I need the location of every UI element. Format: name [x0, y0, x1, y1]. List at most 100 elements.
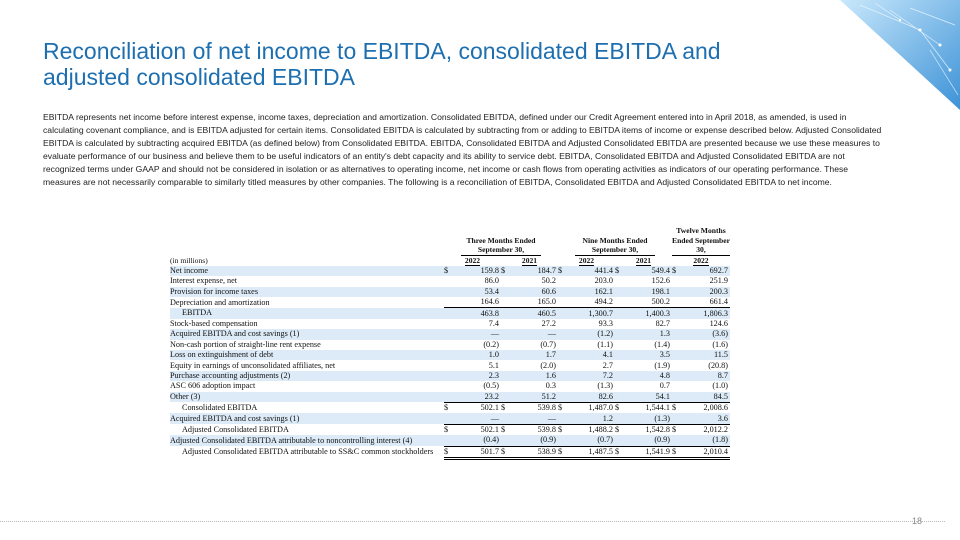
cell-value: — [455, 413, 501, 425]
cell-value: — [512, 329, 558, 340]
cell-value: 53.4 [455, 286, 501, 298]
period-header: Three Months Ended September 30, [461, 236, 541, 256]
cell-value: 1,542.8 [645, 424, 670, 434]
cell-value: 124.6 [709, 319, 728, 329]
row-label: ASC 606 adoption impact [170, 381, 256, 391]
table-row: Provision for income taxes 53.4 60.6 162.1 1… [170, 286, 730, 298]
cell-value: 1.3 [626, 329, 672, 340]
cell-value: (0.2) [483, 339, 499, 349]
cell-value: (0.4) [455, 435, 501, 447]
cell-spacer [672, 360, 683, 370]
cell-value: 539.8 [537, 424, 556, 434]
row-label: Consolidated EBITDA [182, 402, 258, 412]
title: Reconciliation of net income to EBITDA, … [43, 38, 721, 90]
cell-value: 501.7 [455, 446, 501, 460]
cell-value: 549.4 [626, 265, 672, 277]
row-label: Interest expense, net [170, 276, 238, 286]
cell-value: 5.1 [488, 360, 499, 370]
cell-spacer [672, 350, 684, 361]
cell-spacer [558, 435, 569, 447]
cell-value: 2,010.4 [683, 446, 730, 460]
cell-value: 82.6 [569, 391, 615, 403]
cell-spacer [672, 370, 684, 382]
currency-sign: $ [444, 403, 449, 413]
cell-spacer [615, 276, 626, 286]
cell-spacer [672, 307, 684, 319]
currency-sign: $ [672, 446, 684, 460]
currency-sign: $ [501, 424, 506, 434]
row-label: Net income [170, 265, 444, 277]
currency-sign: $ [444, 446, 455, 460]
currency-sign: $ [672, 403, 677, 413]
cell-spacer [558, 370, 569, 382]
row-label: Adjusted Consolidated EBITDA [182, 424, 289, 434]
cell-value: 1,300.7 [569, 307, 615, 319]
cell-spacer [615, 340, 626, 350]
cell-spacer [501, 370, 512, 382]
cell-spacer [615, 350, 626, 361]
cell-spacer [444, 319, 455, 329]
cell-spacer [501, 435, 512, 447]
table-row: Loss on extinguishment of debt 1.0 1.7 4.1 3… [170, 350, 730, 361]
cell-value: 251.9 [709, 276, 728, 286]
table-row: Interest expense, net 86.0 50.2 203.0 152.6 2… [170, 276, 730, 286]
table-row: ASC 606 adoption impact (0.5) 0.3 (1.3) 0.7 (… [170, 381, 730, 391]
cell-value: 4.1 [569, 350, 615, 361]
table-row: Consolidated EBITDA $502.1 $539.8 $1,487.0 $… [170, 402, 730, 413]
cell-value: 1,487.5 [569, 446, 615, 460]
cell-spacer [558, 329, 569, 340]
cell-spacer [444, 340, 455, 350]
cell-spacer [501, 350, 512, 361]
cell-spacer [558, 360, 569, 370]
cell-value: 460.5 [512, 307, 558, 319]
decoration [840, 0, 960, 110]
cell-spacer [444, 329, 455, 340]
cell-spacer [501, 307, 512, 319]
cell-value: 23.2 [455, 391, 501, 403]
cell-spacer [672, 381, 683, 391]
currency-sign: $ [672, 424, 677, 434]
currency-sign: $ [558, 265, 569, 277]
cell-spacer [615, 391, 626, 403]
cell-spacer [558, 413, 569, 425]
year: 2021 [521, 256, 538, 267]
cell-value: 661.4 [683, 297, 730, 309]
cell-value: (1.4) [654, 339, 670, 349]
cell-spacer [501, 276, 512, 286]
cell-spacer [672, 297, 684, 309]
intro-text: EBITDA represents net income before inte… [43, 112, 882, 188]
cell-value: 1.0 [455, 350, 501, 361]
currency-sign: $ [444, 424, 449, 434]
currency-sign: $ [558, 424, 563, 434]
cell-value: (0.9) [626, 435, 672, 447]
cell-value: 93.3 [598, 319, 613, 329]
cell-value: 2,012.2 [703, 424, 728, 434]
cell-spacer [672, 391, 684, 403]
cell-value: 502.1 [480, 424, 499, 434]
page-number: 18 [912, 516, 923, 526]
cell-spacer [672, 413, 684, 425]
cell-value: 463.8 [455, 307, 501, 319]
cell-spacer [558, 276, 569, 286]
cell-value: 50.2 [541, 276, 556, 286]
cell-value: 0.3 [545, 381, 556, 391]
cell-value: — [455, 329, 501, 340]
units: (in millions) [170, 256, 208, 266]
table-row: Acquired EBITDA and cost savings (1) — — 1.… [170, 413, 730, 425]
cell-value: 539.8 [537, 403, 556, 413]
cell-value: 27.2 [541, 319, 556, 329]
cell-spacer [501, 297, 512, 309]
row-label: EBITDA [170, 307, 444, 319]
cell-value: 4.8 [626, 370, 672, 382]
cell-spacer [672, 329, 684, 340]
cell-value: (0.9) [512, 435, 558, 447]
cell-spacer [615, 360, 626, 370]
currency-sign: $ [501, 265, 512, 277]
cell-spacer [615, 297, 626, 309]
cell-spacer [501, 413, 512, 425]
cell-value: (2.0) [540, 360, 556, 370]
currency-sign: $ [615, 424, 620, 434]
row-label: Adjusted Consolidated EBITDA attributabl… [170, 435, 444, 447]
table-row: Equity in earnings of unconsolidated aff… [170, 360, 730, 370]
